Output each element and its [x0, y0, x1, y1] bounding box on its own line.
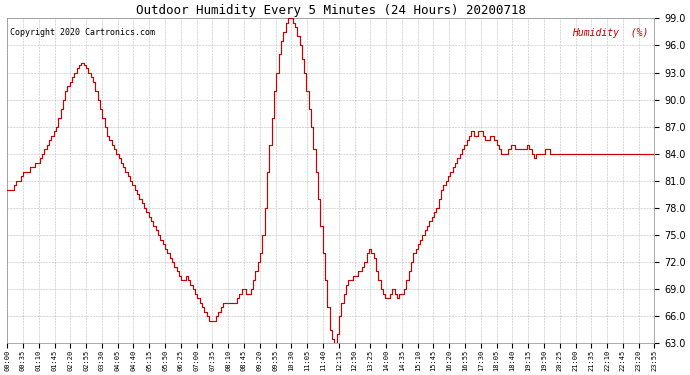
Title: Outdoor Humidity Every 5 Minutes (24 Hours) 20200718: Outdoor Humidity Every 5 Minutes (24 Hou…	[136, 4, 526, 17]
Text: Copyright 2020 Cartronics.com: Copyright 2020 Cartronics.com	[10, 28, 155, 37]
Text: Humidity  (%): Humidity (%)	[571, 28, 648, 38]
